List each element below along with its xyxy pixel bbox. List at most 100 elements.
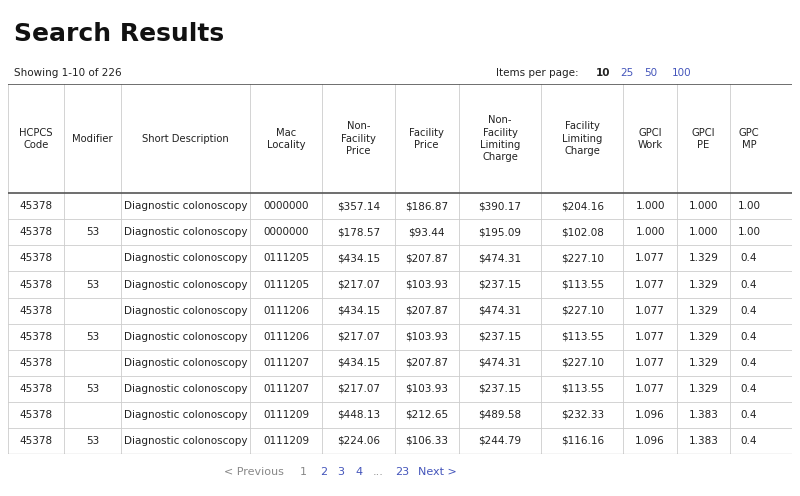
Text: Mac
Locality: Mac Locality	[267, 127, 306, 150]
Text: 50: 50	[644, 68, 657, 78]
Text: Diagnostic colonoscopy: Diagnostic colonoscopy	[124, 280, 247, 290]
Text: 0.4: 0.4	[741, 332, 757, 342]
Text: 0111207: 0111207	[263, 384, 310, 394]
Text: 1.000: 1.000	[689, 227, 718, 238]
Text: $227.10: $227.10	[561, 306, 604, 315]
Text: 0111206: 0111206	[263, 306, 310, 315]
Text: $474.31: $474.31	[478, 253, 522, 263]
Text: 0.4: 0.4	[741, 280, 757, 290]
Text: 0.4: 0.4	[741, 306, 757, 315]
Text: 0111209: 0111209	[263, 436, 310, 446]
Text: GPCI
PE: GPCI PE	[692, 127, 715, 150]
Text: Items per page:: Items per page:	[496, 68, 578, 78]
Text: 1.077: 1.077	[635, 306, 665, 315]
Text: 45378: 45378	[20, 436, 53, 446]
Text: HCPCS
Code: HCPCS Code	[19, 127, 53, 150]
Text: 1.000: 1.000	[689, 201, 718, 211]
Text: 1.383: 1.383	[689, 436, 718, 446]
Text: $103.93: $103.93	[405, 280, 448, 290]
Text: 45378: 45378	[20, 253, 53, 263]
Text: $474.31: $474.31	[478, 358, 522, 368]
Text: $207.87: $207.87	[405, 253, 448, 263]
Text: 100: 100	[672, 68, 692, 78]
Text: $217.07: $217.07	[337, 280, 380, 290]
Text: $116.16: $116.16	[561, 436, 604, 446]
Text: Next >: Next >	[418, 467, 456, 477]
Text: 0111209: 0111209	[263, 410, 310, 420]
Text: 0.4: 0.4	[741, 410, 757, 420]
Text: 10: 10	[596, 68, 610, 78]
Text: GPC
MP: GPC MP	[738, 127, 759, 150]
Text: 25: 25	[620, 68, 634, 78]
Text: $474.31: $474.31	[478, 306, 522, 315]
Text: 53: 53	[86, 436, 99, 446]
Text: 45378: 45378	[20, 280, 53, 290]
Text: 45378: 45378	[20, 306, 53, 315]
Text: $224.06: $224.06	[337, 436, 380, 446]
Text: 0.4: 0.4	[741, 358, 757, 368]
Text: 45378: 45378	[20, 332, 53, 342]
Text: 1: 1	[300, 467, 307, 477]
Text: 1.000: 1.000	[635, 201, 665, 211]
Text: 45378: 45378	[20, 410, 53, 420]
Text: Diagnostic colonoscopy: Diagnostic colonoscopy	[124, 332, 247, 342]
Text: $237.15: $237.15	[478, 384, 522, 394]
Text: 1.077: 1.077	[635, 253, 665, 263]
Text: $212.65: $212.65	[405, 410, 448, 420]
Text: Search Results: Search Results	[14, 22, 225, 46]
Text: 45378: 45378	[20, 201, 53, 211]
Text: 0111206: 0111206	[263, 332, 310, 342]
Text: $113.55: $113.55	[561, 280, 604, 290]
Text: 1.329: 1.329	[689, 358, 718, 368]
Text: 0.4: 0.4	[741, 436, 757, 446]
Text: 4: 4	[355, 467, 362, 477]
Text: 45378: 45378	[20, 358, 53, 368]
Text: $434.15: $434.15	[337, 306, 380, 315]
Text: $434.15: $434.15	[337, 358, 380, 368]
Text: 53: 53	[86, 332, 99, 342]
Text: 1.00: 1.00	[738, 227, 760, 238]
Text: 53: 53	[86, 280, 99, 290]
Text: $217.07: $217.07	[337, 384, 380, 394]
Text: $103.93: $103.93	[405, 332, 448, 342]
Text: 1.329: 1.329	[689, 306, 718, 315]
Text: 0111205: 0111205	[263, 280, 310, 290]
Text: 1.329: 1.329	[689, 332, 718, 342]
Text: Non-
Facility
Price: Non- Facility Price	[341, 122, 376, 156]
Text: $178.57: $178.57	[337, 227, 380, 238]
Text: 1.096: 1.096	[635, 436, 665, 446]
Text: $207.87: $207.87	[405, 306, 448, 315]
Text: 0111205: 0111205	[263, 253, 310, 263]
Text: 2: 2	[320, 467, 327, 477]
Text: Diagnostic colonoscopy: Diagnostic colonoscopy	[124, 410, 247, 420]
Text: Diagnostic colonoscopy: Diagnostic colonoscopy	[124, 306, 247, 315]
Text: < Previous: < Previous	[224, 467, 284, 477]
Text: 1.000: 1.000	[635, 227, 665, 238]
Text: 1.077: 1.077	[635, 358, 665, 368]
Text: Diagnostic colonoscopy: Diagnostic colonoscopy	[124, 227, 247, 238]
Text: 0.4: 0.4	[741, 384, 757, 394]
Text: $237.15: $237.15	[478, 280, 522, 290]
Text: Diagnostic colonoscopy: Diagnostic colonoscopy	[124, 384, 247, 394]
Text: $390.17: $390.17	[478, 201, 522, 211]
Text: 1.329: 1.329	[689, 253, 718, 263]
Text: 45378: 45378	[20, 384, 53, 394]
Text: $113.55: $113.55	[561, 384, 604, 394]
Text: 53: 53	[86, 384, 99, 394]
Text: 0000000: 0000000	[263, 201, 309, 211]
Text: $106.33: $106.33	[405, 436, 448, 446]
Text: Showing 1-10 of 226: Showing 1-10 of 226	[14, 68, 122, 78]
Text: $232.33: $232.33	[561, 410, 604, 420]
Text: 45378: 45378	[20, 227, 53, 238]
Text: GPCI
Work: GPCI Work	[638, 127, 662, 150]
Text: $217.07: $217.07	[337, 332, 380, 342]
Text: 1.383: 1.383	[689, 410, 718, 420]
Text: $244.79: $244.79	[478, 436, 522, 446]
Text: $448.13: $448.13	[337, 410, 380, 420]
Text: 0.4: 0.4	[741, 253, 757, 263]
Text: 1.096: 1.096	[635, 410, 665, 420]
Text: 3: 3	[338, 467, 345, 477]
Text: $113.55: $113.55	[561, 332, 604, 342]
Text: Non-
Facility
Limiting
Charge: Non- Facility Limiting Charge	[480, 115, 520, 162]
Text: Modifier: Modifier	[72, 134, 113, 144]
